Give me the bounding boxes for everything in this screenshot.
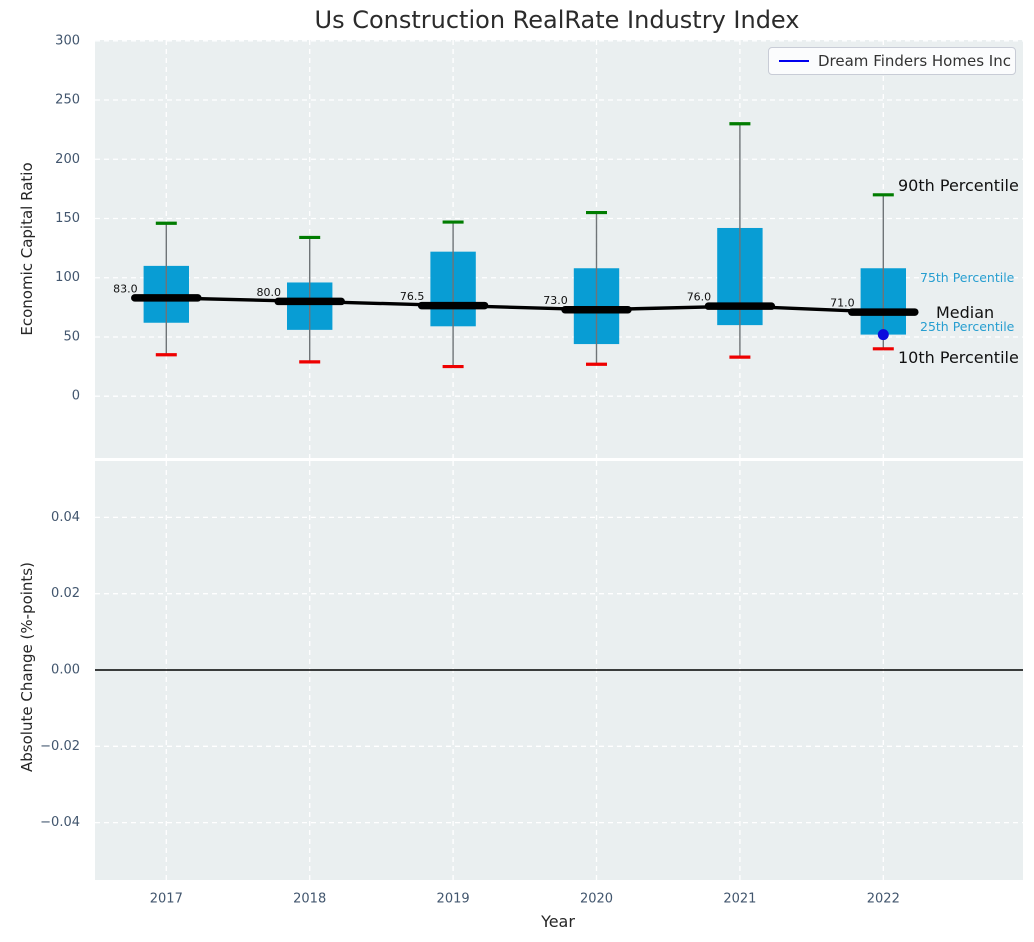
annotation-75th-percentile: 75th Percentile <box>920 270 1015 285</box>
chart-title: Us Construction RealRate Industry Index <box>314 6 800 34</box>
y-tick-label-bottom: 0.04 <box>51 510 80 525</box>
median-value-label: 76.5 <box>400 290 425 303</box>
y-tick-label-top: 300 <box>55 33 80 48</box>
y-tick-label-top: 250 <box>55 93 80 108</box>
y-tick-label-bottom: −0.04 <box>40 815 80 830</box>
annotation-25th-percentile: 25th Percentile <box>920 319 1015 334</box>
legend-line-sample <box>779 59 809 63</box>
median-value-label: 83.0 <box>113 282 138 295</box>
median-value-label: 80.0 <box>257 286 282 299</box>
y-tick-label-bottom: 0.00 <box>51 663 80 678</box>
annotation-90th-percentile: 90th Percentile <box>898 176 1019 195</box>
y-tick-label-top: 50 <box>63 329 80 344</box>
y-tick-label-top: 200 <box>55 152 80 167</box>
y-tick-label-bottom: 0.02 <box>51 586 80 601</box>
y-tick-label-top: 0 <box>72 389 80 404</box>
x-tick-label: 2018 <box>293 892 326 907</box>
x-tick-label: 2019 <box>437 892 470 907</box>
company-data-point <box>877 329 889 341</box>
median-value-label: 71.0 <box>830 297 855 310</box>
y-axis-label-bottom: Absolute Change (%-points) <box>18 562 36 772</box>
x-tick-label: 2022 <box>867 892 900 907</box>
y-axis-label-top: Economic Capital Ratio <box>18 162 36 336</box>
legend-label: Dream Finders Homes Inc <box>818 52 1011 70</box>
y-tick-label-top: 100 <box>55 270 80 285</box>
annotation-10th-percentile: 10th Percentile <box>898 348 1019 367</box>
x-axis-label: Year <box>541 912 575 931</box>
legend: Dream Finders Homes Inc <box>768 47 1016 75</box>
y-tick-label-bottom: −0.02 <box>40 739 80 754</box>
annotation-median: Median <box>936 303 995 322</box>
median-value-label: 73.0 <box>543 294 568 307</box>
x-tick-label: 2017 <box>150 892 183 907</box>
median-value-label: 76.0 <box>687 291 712 304</box>
x-tick-label: 2020 <box>580 892 613 907</box>
x-tick-label: 2021 <box>723 892 756 907</box>
top-plot-background <box>95 40 1023 458</box>
y-tick-label-top: 150 <box>55 211 80 226</box>
